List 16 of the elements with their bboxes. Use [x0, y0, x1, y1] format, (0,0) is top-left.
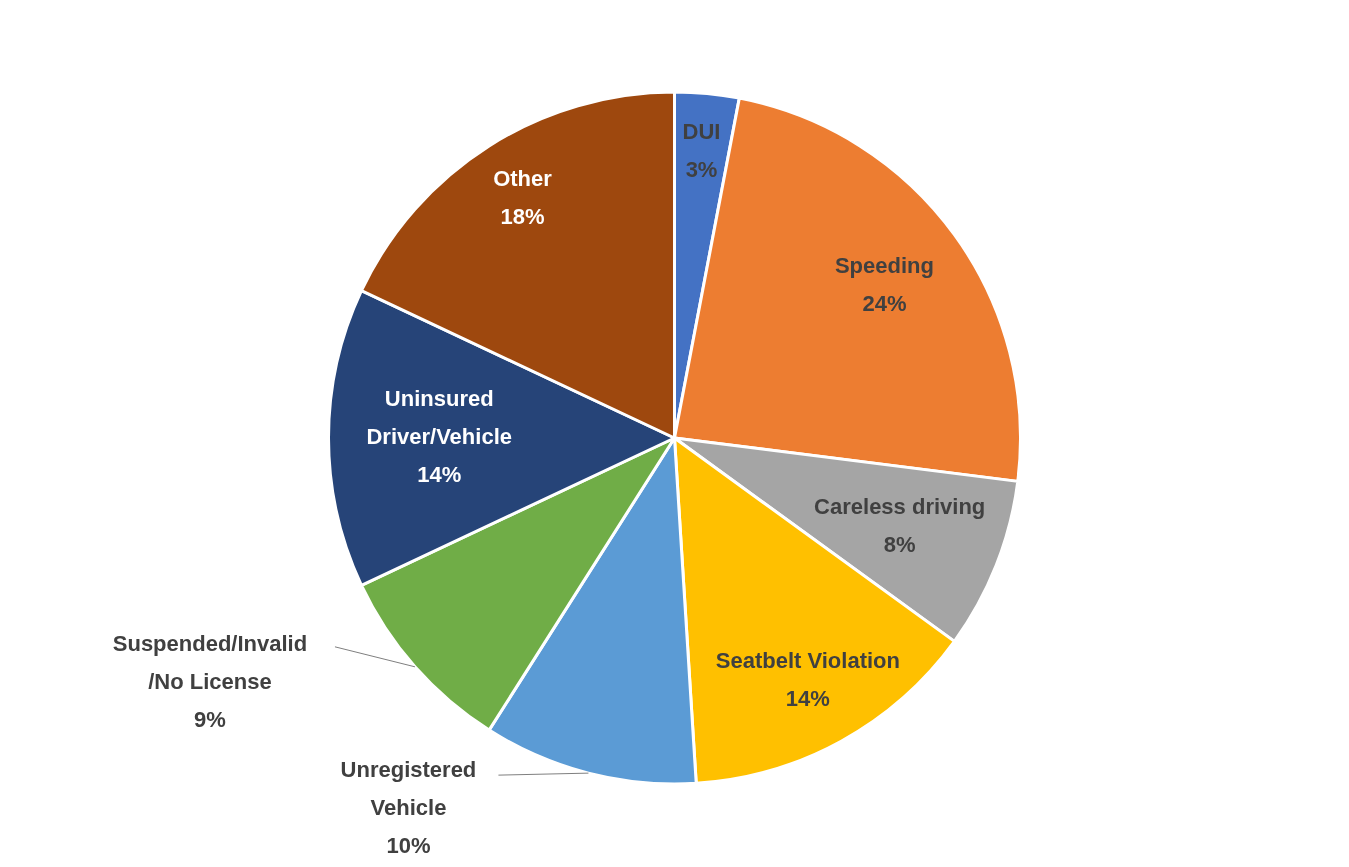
data-label: 24% [862, 290, 907, 316]
data-label: 8% [883, 532, 916, 558]
slice-label: Seatbelt Violation [715, 647, 900, 673]
data-label: 10% [386, 833, 431, 859]
slice-label: DUI [682, 119, 721, 145]
slice-label: Uninsured Driver/Vehicle [366, 386, 512, 450]
slice-label: Suspended/Invalid /No License [112, 630, 308, 694]
slice-label: Unregistered Vehicle [340, 757, 477, 821]
slice-label: Other [493, 165, 553, 191]
data-label: 14% [417, 462, 462, 488]
slice-label: Speeding [834, 252, 934, 278]
data-label: 9% [194, 706, 226, 732]
data-label: 3% [685, 157, 718, 183]
data-label: 14% [785, 685, 830, 711]
slice-label: Careless driving [814, 494, 986, 520]
data-label: 18% [500, 203, 545, 229]
